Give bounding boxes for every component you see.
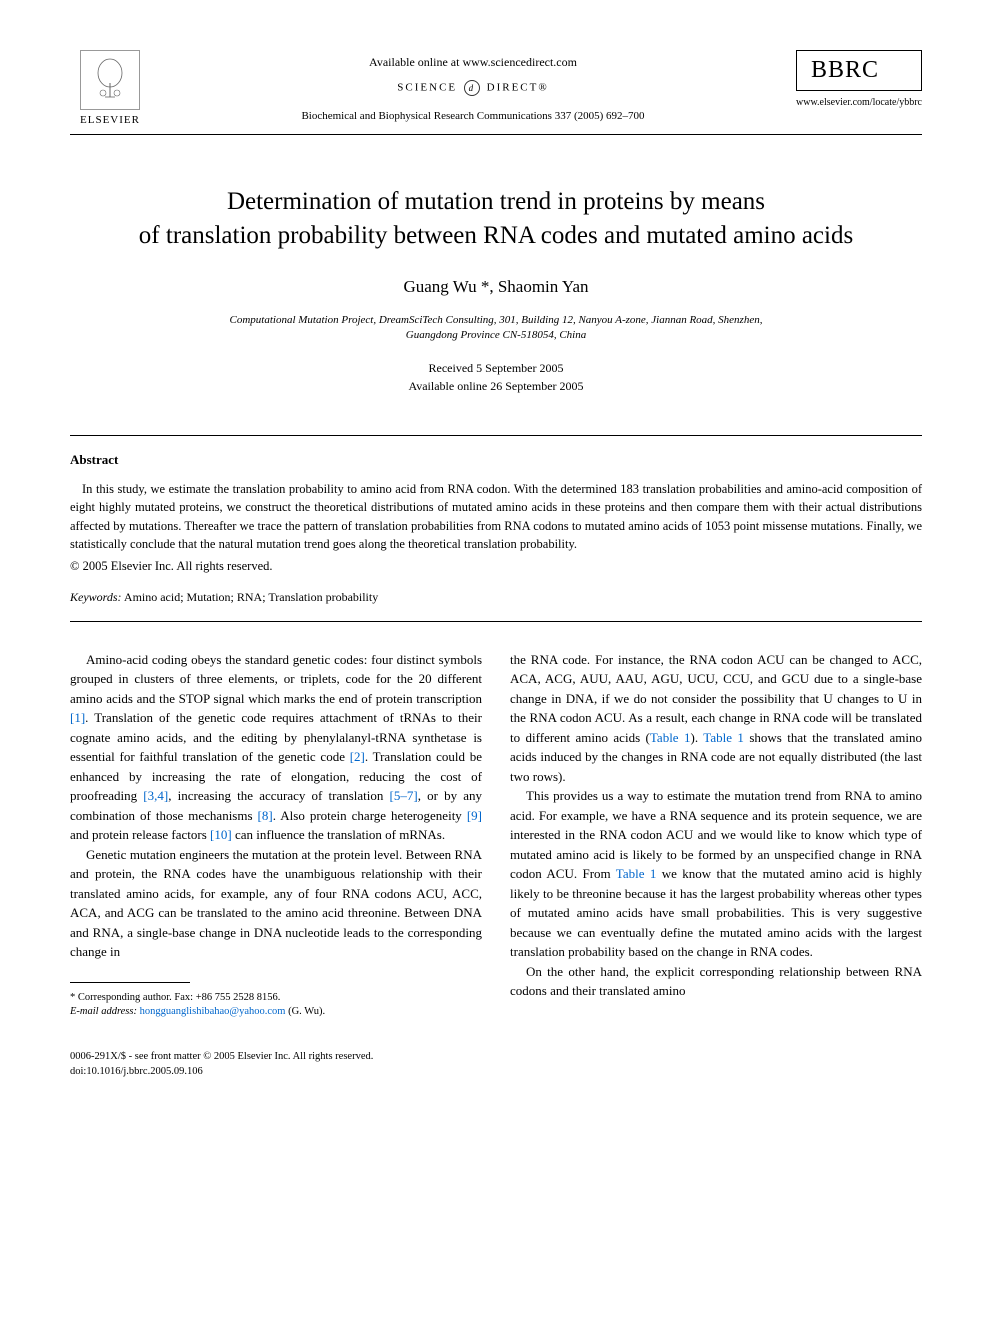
ref-link-57[interactable]: [5–7]	[390, 788, 418, 803]
page-header: ELSEVIER Available online at www.science…	[70, 50, 922, 126]
corr-email-line: E-mail address: hongguanglishibahao@yaho…	[70, 1005, 482, 1020]
abstract-copyright: © 2005 Elsevier Inc. All rights reserved…	[70, 559, 922, 574]
journal-abbrev: BBRC	[796, 50, 922, 91]
body-para-1: Amino-acid coding obeys the standard gen…	[70, 650, 482, 845]
body-para-3: the RNA code. For instance, the RNA codo…	[510, 650, 922, 787]
publisher-name: ELSEVIER	[80, 114, 140, 126]
sd-right: DIRECT®	[487, 82, 549, 94]
body-columns: Amino-acid coding obeys the standard gen…	[70, 650, 922, 1020]
column-right: the RNA code. For instance, the RNA codo…	[510, 650, 922, 1020]
affiliation-line2: Guangdong Province CN-518054, China	[406, 329, 586, 341]
journal-url: www.elsevier.com/locate/ybbrc	[796, 97, 922, 108]
corresponding-author-footnote: * Corresponding author. Fax: +86 755 252…	[70, 991, 482, 1020]
ref-link-1[interactable]: [1]	[70, 710, 85, 725]
received-date: Received 5 September 2005	[429, 361, 564, 375]
affiliation: Computational Mutation Project, DreamSci…	[70, 313, 922, 344]
header-divider	[70, 134, 922, 135]
email-suffix: (G. Wu).	[285, 1006, 325, 1017]
article-dates: Received 5 September 2005 Available onli…	[70, 359, 922, 395]
ref-link-8[interactable]: [8]	[258, 808, 273, 823]
page-footer: 0006-291X/$ - see front matter © 2005 El…	[70, 1050, 922, 1079]
body-para-4: This provides us a way to estimate the m…	[510, 786, 922, 962]
body-para-2: Genetic mutation engineers the mutation …	[70, 845, 482, 962]
footer-doi: doi:10.1016/j.bbrc.2005.09.106	[70, 1065, 922, 1080]
ref-link-2[interactable]: [2]	[350, 749, 365, 764]
corr-author-line: * Corresponding author. Fax: +86 755 252…	[70, 991, 482, 1006]
journal-brand: BBRC www.elsevier.com/locate/ybbrc	[796, 50, 922, 108]
footnote-divider	[70, 982, 190, 983]
email-label: E-mail address:	[70, 1006, 137, 1017]
corr-email[interactable]: hongguanglishibahao@yahoo.com	[137, 1006, 285, 1017]
keywords: Keywords: Amino acid; Mutation; RNA; Tra…	[70, 590, 922, 605]
abstract-bottom-divider	[70, 621, 922, 622]
abstract-top-divider	[70, 435, 922, 436]
keywords-label: Keywords:	[70, 590, 122, 604]
keywords-list: Amino acid; Mutation; RNA; Translation p…	[122, 590, 379, 604]
ref-link-34[interactable]: [3,4]	[143, 788, 168, 803]
elsevier-tree-icon	[80, 50, 140, 110]
abstract-text: In this study, we estimate the translati…	[70, 480, 922, 553]
online-date: Available online 26 September 2005	[408, 379, 583, 393]
abstract-heading: Abstract	[70, 452, 922, 468]
science-direct-logo: SCIENCE d DIRECT®	[150, 80, 796, 96]
title-line2: of translation probability between RNA c…	[139, 222, 853, 249]
affiliation-line1: Computational Mutation Project, DreamSci…	[230, 314, 763, 326]
title-line1: Determination of mutation trend in prote…	[227, 188, 765, 215]
ref-link-10[interactable]: [10]	[210, 827, 232, 842]
journal-citation: Biochemical and Biophysical Research Com…	[150, 110, 796, 122]
table-link-1a[interactable]: Table 1	[650, 730, 691, 745]
sd-left: SCIENCE	[397, 82, 457, 94]
header-center: Available online at www.sciencedirect.co…	[150, 50, 796, 122]
table-link-1b[interactable]: Table 1	[703, 730, 744, 745]
footer-issn: 0006-291X/$ - see front matter © 2005 El…	[70, 1050, 922, 1065]
available-online-text: Available online at www.sciencedirect.co…	[150, 55, 796, 70]
ref-link-9[interactable]: [9]	[467, 808, 482, 823]
column-left: Amino-acid coding obeys the standard gen…	[70, 650, 482, 1020]
body-para-5: On the other hand, the explicit correspo…	[510, 962, 922, 1001]
table-link-1c[interactable]: Table 1	[616, 866, 657, 881]
sd-circle-icon: d	[464, 80, 480, 96]
publisher-logo: ELSEVIER	[70, 50, 150, 126]
authors: Guang Wu *, Shaomin Yan	[70, 277, 922, 297]
article-title: Determination of mutation trend in prote…	[70, 185, 922, 253]
